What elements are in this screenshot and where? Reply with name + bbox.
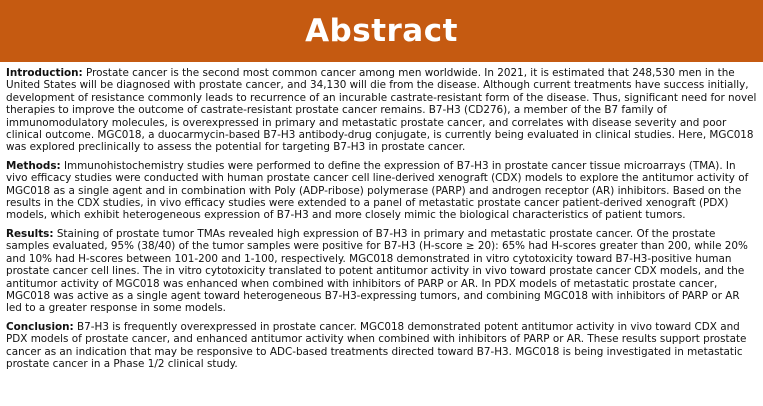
conclusion-label: Conclusion: <box>6 320 74 333</box>
abstract-body: Introduction: Prostate cancer is the sec… <box>6 67 758 376</box>
results-text: Staining of prostate tumor TMAs revealed… <box>6 227 748 315</box>
results-label: Results: <box>6 227 54 240</box>
page-title: Abstract <box>305 13 458 49</box>
introduction-section: Introduction: Prostate cancer is the sec… <box>6 67 758 154</box>
results-section: Results: Staining of prostate tumor TMAs… <box>6 228 758 315</box>
methods-section: Methods: Immunohistochemistry studies we… <box>6 160 758 222</box>
abstract-header: Abstract <box>0 0 763 62</box>
methods-text: Immunohistochemistry studies were perfor… <box>6 159 749 222</box>
introduction-label: Introduction: <box>6 67 83 79</box>
conclusion-section: Conclusion: B7-H3 is frequently overexpr… <box>6 321 758 371</box>
introduction-text: Prostate cancer is the second most commo… <box>6 67 757 154</box>
conclusion-text: B7-H3 is frequently overexpressed in pro… <box>6 320 747 370</box>
methods-label: Methods: <box>6 159 61 172</box>
